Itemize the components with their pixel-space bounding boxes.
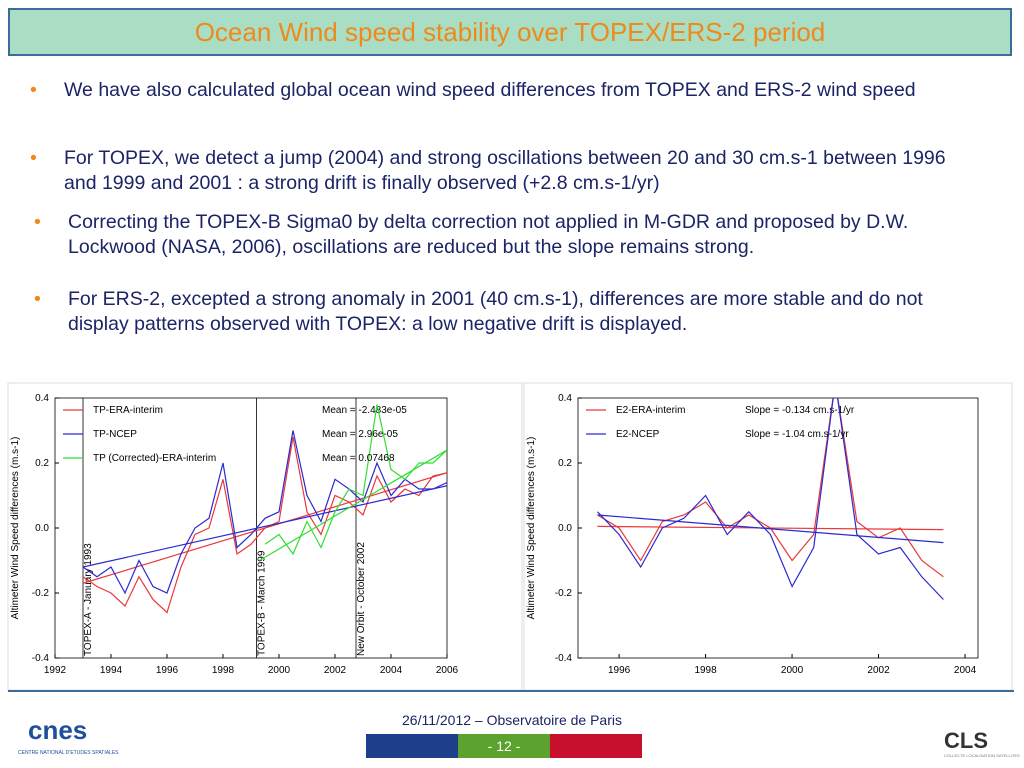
event-label: TOPEX-A - January 1993 bbox=[83, 543, 94, 656]
x-tick-label: 1998 bbox=[212, 665, 235, 676]
bullet: We have also calculated global ocean win… bbox=[30, 78, 964, 103]
y-tick-label: 0.2 bbox=[558, 458, 572, 469]
trend-line bbox=[259, 449, 447, 562]
bullet: For ERS-2, excepted a strong anomaly in … bbox=[34, 287, 968, 337]
legend-label: TP-NCEP bbox=[93, 429, 137, 440]
y-axis-label: Altimeter Wind Speed differences (m.s-1) bbox=[526, 437, 537, 620]
y-tick-label: -0.4 bbox=[555, 653, 573, 664]
x-tick-label: 2000 bbox=[781, 665, 804, 676]
event-label: New Orbit - October 2002 bbox=[356, 542, 367, 656]
legend-label: TP-ERA-interim bbox=[93, 405, 163, 416]
x-tick-label: 1992 bbox=[44, 665, 67, 676]
x-tick-label: 1998 bbox=[694, 665, 717, 676]
trend-line bbox=[82, 485, 447, 568]
event-label: TOPEX-B - March 1999 bbox=[257, 550, 268, 656]
logo-sub: COLLECTE LOCALISATION SATELLITES bbox=[944, 753, 1020, 758]
legend-stat: Mean = 2.96e-05 bbox=[322, 429, 398, 440]
y-tick-label: 0.0 bbox=[35, 523, 49, 534]
trend-line bbox=[597, 514, 944, 544]
x-tick-label: 2000 bbox=[268, 665, 291, 676]
x-tick-label: 1996 bbox=[608, 665, 631, 676]
x-tick-label: 2002 bbox=[324, 665, 347, 676]
series-line bbox=[264, 404, 447, 556]
y-tick-label: -0.2 bbox=[32, 588, 50, 599]
y-tick-label: 0.0 bbox=[558, 523, 572, 534]
legend-label: E2-ERA-interim bbox=[616, 405, 685, 416]
y-tick-label: 0.2 bbox=[35, 458, 49, 469]
bullet: For TOPEX, we detect a jump (2004) and s… bbox=[30, 146, 964, 196]
y-axis-label: Altimeter Wind Speed differences (m.s-1) bbox=[10, 437, 21, 620]
legend-stat: Mean = 0.07468 bbox=[322, 453, 395, 464]
y-tick-label: -0.4 bbox=[32, 653, 50, 664]
page-number: - 12 - bbox=[458, 734, 550, 758]
x-tick-label: 1996 bbox=[156, 665, 179, 676]
trend-line bbox=[82, 472, 447, 584]
footer-bar bbox=[366, 734, 458, 758]
legend-stat: Mean = -2.483e-05 bbox=[322, 405, 407, 416]
y-tick-label: 0.4 bbox=[558, 393, 572, 404]
logo-sub: CENTRE NATIONAL D'ETUDES SPATIALES bbox=[18, 750, 119, 756]
x-tick-label: 2002 bbox=[867, 665, 890, 676]
series-line bbox=[597, 398, 944, 600]
bullet: Correcting the TOPEX-B Sigma0 by delta c… bbox=[34, 210, 968, 260]
y-tick-label: -0.2 bbox=[555, 588, 573, 599]
logo: CLS bbox=[944, 728, 988, 753]
footer-line bbox=[8, 690, 1014, 692]
x-tick-label: 2004 bbox=[954, 665, 977, 676]
legend-label: TP (Corrected)-ERA-interim bbox=[93, 453, 216, 464]
footer-text: 26/11/2012 – Observatoire de Paris bbox=[402, 712, 622, 728]
legend-stat: Slope = -0.134 cm.s-1/yr bbox=[745, 405, 855, 416]
y-tick-label: 0.4 bbox=[35, 393, 49, 404]
x-tick-label: 2006 bbox=[436, 665, 459, 676]
slide-title: Ocean Wind speed stability over TOPEX/ER… bbox=[8, 8, 1012, 56]
x-tick-label: 2004 bbox=[380, 665, 403, 676]
x-tick-label: 1994 bbox=[100, 665, 123, 676]
legend-stat: Slope = -1.04 cm.s-1/yr bbox=[745, 429, 849, 440]
trend-line bbox=[597, 525, 944, 531]
legend-label: E2-NCEP bbox=[616, 429, 660, 440]
logo: cnes bbox=[28, 715, 88, 745]
footer-bar bbox=[550, 734, 642, 758]
series-line bbox=[82, 430, 447, 595]
